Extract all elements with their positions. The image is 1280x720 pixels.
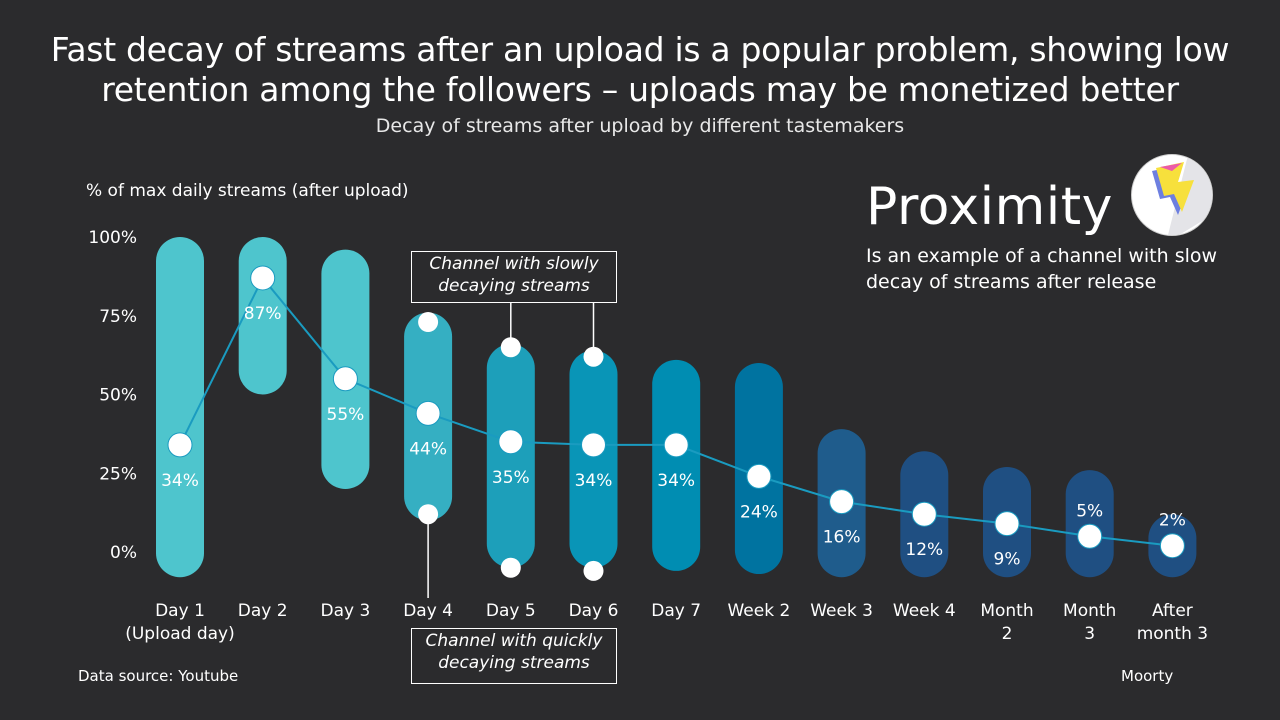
data-label: 5% <box>1076 501 1103 521</box>
quick-channel-point <box>583 560 604 581</box>
x-tick-label: Day 1 (Upload day) <box>120 600 240 646</box>
annotation-quick-channel: Channel with quickly decaying streams <box>411 628 617 684</box>
range-bar <box>569 350 618 568</box>
data-label: 16% <box>823 528 861 548</box>
x-tick-label-line: Day 2 <box>237 601 288 621</box>
y-tick-label: 0% <box>110 543 137 563</box>
x-tick-label: Month 3 <box>1030 600 1150 646</box>
data-point <box>250 265 276 291</box>
data-label: 2% <box>1159 511 1186 531</box>
x-tick-label-line: After <box>1151 601 1193 621</box>
x-tick-label-line: Day 6 <box>568 601 619 621</box>
x-tick-label-line: month 3 <box>1136 624 1209 644</box>
x-tick-label: After month 3 <box>1112 600 1232 646</box>
data-point <box>498 429 524 455</box>
range-bar <box>486 344 535 568</box>
x-tick-label-line: Week 2 <box>727 601 791 621</box>
data-point <box>829 489 855 515</box>
page-title: Fast decay of streams after an upload is… <box>0 30 1280 110</box>
data-point <box>746 463 772 489</box>
x-tick-label: Day 4 <box>368 600 488 623</box>
x-tick-label-line: Month <box>980 601 1034 621</box>
quick-channel-point <box>418 504 439 525</box>
data-point <box>167 432 193 458</box>
data-label: 12% <box>905 540 943 560</box>
x-tick-label-line: Day 1 <box>155 601 205 621</box>
data-label: 34% <box>161 471 199 491</box>
y-axis-label: % of max daily streams (after upload) <box>86 181 409 201</box>
data-source-note: Data source: Youtube <box>78 667 239 685</box>
x-tick-label-line: 2 <box>1001 624 1013 644</box>
slow-channel-point <box>500 337 521 358</box>
x-tick-label-line: Day 4 <box>403 601 453 621</box>
data-point <box>415 400 441 426</box>
data-point <box>581 432 606 458</box>
x-tick-label-line: Week 4 <box>892 601 956 621</box>
x-tick-label-line: 3 <box>1084 624 1096 644</box>
x-tick-label-line: Week 3 <box>810 601 873 621</box>
data-point <box>1077 523 1103 549</box>
y-tick-label: 75% <box>99 307 137 327</box>
data-point <box>332 366 358 392</box>
data-label: 44% <box>409 439 447 459</box>
x-tick-label-line: (Upload day) <box>125 624 235 644</box>
x-tick-label-line: Day 5 <box>485 601 536 621</box>
data-label: 34% <box>657 471 695 491</box>
title-line-1: Fast decay of streams after an upload is… <box>50 30 1230 69</box>
x-tick-label-line: Day 7 <box>651 601 702 621</box>
x-tick-label: Month 2 <box>947 600 1067 646</box>
x-tick-label: Day 7 <box>616 600 736 623</box>
data-label: 34% <box>575 471 613 491</box>
range-bar <box>652 359 701 571</box>
data-label: 35% <box>492 468 530 488</box>
slow-channel-point <box>418 312 439 333</box>
example-channel-name: Proximity <box>866 177 1113 237</box>
x-tick-label-line: Month <box>1063 601 1117 621</box>
y-tick-label: 100% <box>88 228 137 248</box>
data-label: 9% <box>994 550 1021 570</box>
x-tick-label: Week 3 <box>782 600 902 623</box>
quick-channel-point <box>500 557 521 578</box>
data-point <box>994 511 1020 537</box>
data-point <box>1159 533 1185 559</box>
x-tick-label: Day 3 <box>285 600 405 623</box>
data-label: 55% <box>327 405 365 425</box>
range-bar <box>156 237 204 578</box>
chart-subtitle: Decay of streams after upload by differe… <box>375 115 905 137</box>
x-tick-label: Week 4 <box>864 600 984 623</box>
x-tick-label: Week 2 <box>699 600 819 623</box>
data-label: 24% <box>740 502 778 522</box>
y-tick-label: 50% <box>99 386 137 406</box>
x-tick-label: Day 6 <box>534 600 654 623</box>
x-tick-label: Day 5 <box>451 600 571 623</box>
range-bar <box>1065 470 1114 578</box>
example-channel-description: Is an example of a channel with slow dec… <box>866 245 1218 293</box>
slow-channel-point <box>583 346 604 367</box>
data-point <box>911 501 937 527</box>
lightning-bolt-logo-icon <box>1131 154 1213 236</box>
data-point <box>663 432 689 458</box>
annotation-slow-channel: Channel with slowly decaying streams <box>411 251 617 303</box>
x-tick-label-line: Day 3 <box>320 601 371 621</box>
title-line-2: retention among the followers – uploads … <box>101 70 1179 109</box>
footer-brand: Moorty <box>1121 667 1174 685</box>
y-tick-label: 25% <box>99 464 137 484</box>
x-tick-label: Day 2 <box>203 600 323 623</box>
data-label: 87% <box>244 304 282 324</box>
